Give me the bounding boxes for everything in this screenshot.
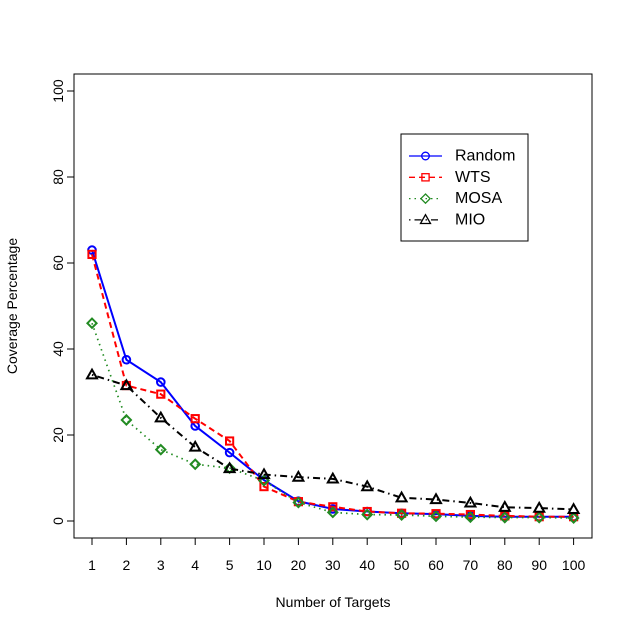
x-tick-label: 90 bbox=[531, 557, 547, 573]
legend-marker-random bbox=[421, 151, 430, 161]
legend-item-random: Random bbox=[409, 148, 515, 165]
x-axis-title: Number of Targets bbox=[276, 594, 391, 610]
legend-label-random: Random bbox=[455, 148, 515, 165]
point-mio bbox=[188, 439, 202, 452]
x-tick-label: 10 bbox=[256, 557, 272, 573]
point-mosa bbox=[429, 510, 443, 523]
x-tick-label: 3 bbox=[157, 557, 165, 573]
x-tick-label: 80 bbox=[497, 557, 513, 573]
point-mosa bbox=[292, 496, 305, 509]
series-line-mosa bbox=[91, 322, 574, 519]
y-tick-label: 20 bbox=[50, 427, 66, 443]
point-mio bbox=[360, 479, 374, 492]
point-wts bbox=[87, 249, 97, 260]
y-tick-label: 40 bbox=[50, 341, 66, 357]
point-mosa bbox=[120, 413, 133, 426]
x-tick-label: 5 bbox=[226, 557, 234, 573]
x-tick-label: 2 bbox=[123, 557, 131, 573]
x-tick-label: 50 bbox=[394, 557, 410, 573]
legend-marker-mio bbox=[419, 213, 432, 225]
point-mio bbox=[498, 500, 512, 512]
point-mosa bbox=[189, 458, 202, 471]
y-axis: 0 20 40 60 80 100 bbox=[50, 79, 75, 525]
point-mosa bbox=[85, 317, 99, 330]
point-wts bbox=[259, 482, 269, 492]
legend-item-mio: MIO bbox=[409, 211, 485, 228]
point-mio bbox=[463, 495, 478, 508]
x-tick-label: 20 bbox=[291, 557, 307, 573]
point-mio bbox=[154, 410, 168, 423]
legend-label-wts: WTS bbox=[455, 169, 491, 186]
legend-label-mio: MIO bbox=[455, 211, 485, 228]
x-tick-label: 1 bbox=[88, 557, 96, 573]
point-mosa bbox=[498, 511, 511, 524]
point-mosa bbox=[464, 511, 477, 524]
point-mosa bbox=[361, 508, 374, 521]
point-mosa bbox=[395, 508, 408, 521]
point-mio bbox=[291, 469, 306, 482]
point-mio bbox=[566, 502, 581, 514]
y-tick-label: 80 bbox=[50, 169, 66, 185]
legend-label-mosa: MOSA bbox=[455, 190, 502, 207]
legend-marker-mosa bbox=[419, 193, 432, 205]
point-mio bbox=[326, 471, 340, 484]
y-tick-label: 100 bbox=[50, 79, 66, 103]
x-tick-label: 70 bbox=[463, 557, 479, 573]
x-tick-label: 40 bbox=[359, 557, 375, 573]
point-random bbox=[156, 377, 166, 387]
point-wts bbox=[225, 436, 235, 446]
point-mio bbox=[222, 461, 237, 474]
point-wts bbox=[465, 509, 475, 520]
point-wts bbox=[190, 414, 200, 424]
point-random bbox=[121, 354, 132, 365]
legend: Random WTS MOSA MIO bbox=[400, 133, 529, 242]
x-tick-label: 60 bbox=[428, 557, 444, 573]
point-wts bbox=[431, 509, 441, 519]
y-tick-label: 0 bbox=[50, 517, 66, 525]
y-axis-title: Coverage Percentage bbox=[4, 238, 20, 374]
y-tick-label: 60 bbox=[50, 255, 66, 271]
legend-marker-wts bbox=[421, 173, 430, 182]
point-mosa bbox=[533, 511, 546, 524]
point-wts bbox=[156, 389, 166, 399]
point-random bbox=[224, 447, 235, 458]
x-axis: 1 2 3 4 5 10 20 30 40 50 60 70 80 90 100 bbox=[88, 537, 586, 573]
point-mio bbox=[119, 378, 134, 391]
point-mosa bbox=[326, 506, 339, 519]
point-wts bbox=[328, 502, 338, 512]
point-mio bbox=[257, 467, 271, 480]
x-tick-label: 30 bbox=[325, 557, 341, 573]
point-mio bbox=[394, 490, 409, 503]
series-layer bbox=[85, 245, 581, 525]
series-mio bbox=[85, 367, 581, 514]
legend-item-wts: WTS bbox=[409, 169, 491, 186]
point-mosa bbox=[154, 443, 167, 456]
series-line-mio bbox=[91, 373, 574, 511]
point-mio bbox=[532, 500, 546, 513]
x-tick-label: 100 bbox=[562, 557, 586, 573]
x-tick-label: 4 bbox=[191, 557, 199, 573]
point-mio bbox=[429, 492, 443, 505]
point-mosa bbox=[567, 511, 580, 525]
point-mio bbox=[85, 367, 99, 380]
legend-item-mosa: MOSA bbox=[409, 190, 502, 207]
point-wts bbox=[362, 506, 372, 517]
